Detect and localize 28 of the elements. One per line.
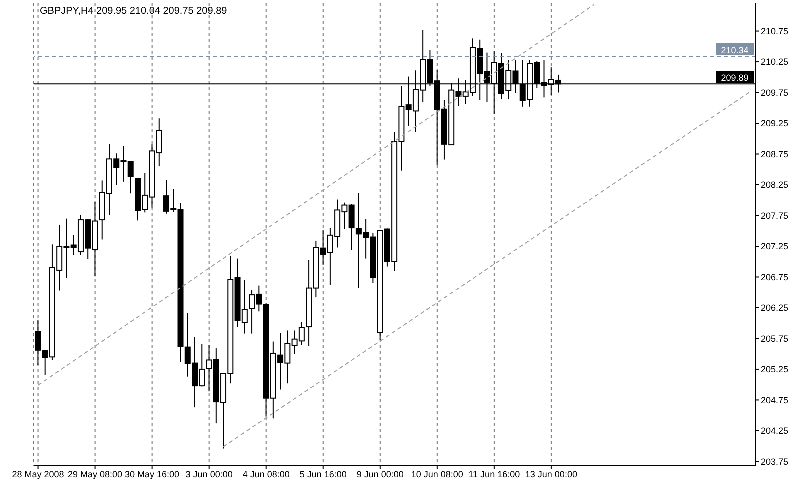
x-tick-label: 30 May 16:00 <box>125 469 180 480</box>
ref-line-label: 210.34 <box>721 45 749 56</box>
y-tick-label: 204.75 <box>761 395 789 406</box>
x-tick-label: 9 Jun 00:00 <box>356 469 404 480</box>
x-tick-label: 13 Jun 00:00 <box>525 469 578 480</box>
y-tick-label: 208.25 <box>761 180 789 190</box>
y-tick-label: 204.25 <box>761 426 789 436</box>
x-tick-label: 28 May 2008 <box>12 469 64 480</box>
y-tick-label: 208.75 <box>761 149 789 160</box>
y-tick-label: 205.75 <box>761 334 789 344</box>
x-tick-label: 3 Jun 00:00 <box>186 469 233 480</box>
x-tick-label: 10 Jun 08:00 <box>411 469 464 480</box>
y-tick-label: 209.25 <box>761 118 789 129</box>
y-tick-label: 209.75 <box>761 88 789 98</box>
ref-line-label: 209.89 <box>721 73 749 84</box>
chart-title: GBPJPY,H4 209.95 210.04 209.75 209.89 <box>40 6 228 17</box>
y-tick-label: 206.25 <box>761 303 789 314</box>
x-tick-label: 4 Jun 08:00 <box>242 469 290 480</box>
y-tick-label: 207.75 <box>761 210 789 221</box>
y-tick-label: 210.75 <box>761 26 789 36</box>
y-tick-label: 203.75 <box>761 456 789 467</box>
y-tick-label: 205.25 <box>761 364 789 375</box>
y-tick-label: 210.25 <box>761 57 789 68</box>
x-tick-label: 29 May 08:00 <box>68 469 123 480</box>
y-tick-label: 207.25 <box>761 242 789 252</box>
y-tick-label: 206.75 <box>761 272 789 282</box>
x-tick-label: 11 Jun 16:00 <box>468 469 520 480</box>
x-tick-label: 5 Jun 16:00 <box>300 469 347 480</box>
